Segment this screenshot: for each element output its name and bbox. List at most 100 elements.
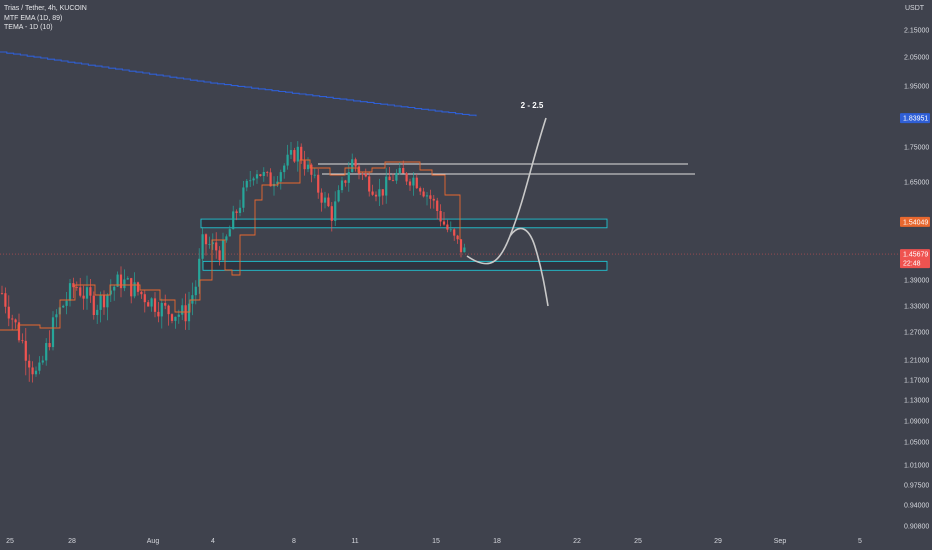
candle-body [296,146,299,162]
candle-body [113,286,116,291]
candle-body [385,176,388,196]
x-tick-label: 5 [858,538,862,545]
candle-body [313,174,316,176]
x-tick-label: 11 [351,538,358,545]
candle-body [157,311,160,317]
y-tick-label: 1.01000 [904,463,929,470]
candle-body [371,191,374,195]
x-tick-label: 25 [634,538,642,545]
candle-body [405,173,408,182]
candle-body [150,298,153,307]
y-tick-label: 0.97500 [904,483,929,490]
candle-body [446,224,449,230]
candle-body [181,305,184,315]
candle-body [0,293,4,294]
support-zone [202,260,608,271]
chart-legend: Trias / Tether, 4h, KUCOIN MTF EMA (1D, … [4,4,87,33]
candle-body [432,198,435,201]
candle-body [75,287,78,288]
candle-body [334,201,337,221]
candle-body [266,171,269,173]
candle-body [119,274,123,289]
candle-body [249,180,252,182]
candle-body [340,180,344,191]
candle-body [293,150,296,162]
x-tick-label: 8 [292,538,296,545]
candle-body [310,164,313,175]
candle-body [194,286,197,296]
y-tick-label: 2.05000 [904,55,929,62]
candle-body [38,362,41,371]
candle-body [388,176,391,181]
x-tick-label: 25 [6,538,14,545]
candle-body [323,197,327,203]
candle-body [14,319,17,323]
candle-body [45,343,48,361]
candle-body [177,314,180,317]
candle-body [442,221,446,225]
price-tag [900,216,930,227]
symbol-title[interactable]: Trias / Tether, 4h, KUCOIN [4,5,87,12]
y-tick-label: 1.09000 [904,419,929,426]
tema-indicator-label[interactable]: TEMA - 1D (10) [4,24,53,31]
candle-body [79,287,82,296]
candle-body [48,343,51,348]
candle-body [55,314,58,318]
x-tick-label: 18 [493,538,501,545]
candle-body [153,298,157,312]
candle-body [415,177,418,189]
ema-indicator-label[interactable]: MTF EMA (1D, 89) [4,14,63,22]
candle-body [72,283,75,288]
candle-body [130,278,133,297]
candle-body [11,318,14,320]
quote-currency-label: USDT [905,5,925,12]
candle-body [395,172,398,181]
candle-body [28,360,31,368]
candle-body [228,229,231,237]
candle-body [136,282,140,292]
candle-body [4,293,7,307]
candle-body [317,174,320,193]
candle-body [344,180,347,183]
price-tag [900,249,930,269]
candle-body [187,303,191,322]
candle-body [106,294,109,308]
candle-body [286,154,289,166]
candle-body [303,160,306,170]
y-tick-label: 2.15000 [904,28,929,35]
candle-body [184,305,187,322]
candle-body [255,174,259,179]
candle-body [361,173,364,175]
candle-body [7,306,10,319]
candle-body [221,240,225,261]
candle-body [62,305,65,308]
x-tick-label: Aug [147,538,160,545]
candle-body [34,370,38,375]
mtf-ema-line [0,51,477,117]
candle-body [364,173,367,177]
candle-body [306,164,310,170]
candle-body [242,187,245,208]
candle-body [147,302,150,307]
candle-body [320,192,323,203]
y-tick-label: 0.90800 [904,524,929,531]
y-tick-label: 1.39000 [904,278,929,285]
candle-body [449,229,452,231]
candle-body [232,211,235,230]
candle-body [289,150,293,155]
candle-body [453,229,456,236]
candle-body [31,367,34,375]
candle-body [262,171,265,177]
candle-body [351,159,354,173]
candle-body [238,207,242,213]
candle-body [436,200,439,212]
candle-body [68,283,72,301]
candle-body [215,242,218,251]
candle-body [283,165,286,173]
bullish-projection-curve [466,117,547,265]
candle-body [102,295,106,308]
candle-body [85,287,89,299]
candle-body [398,167,401,173]
